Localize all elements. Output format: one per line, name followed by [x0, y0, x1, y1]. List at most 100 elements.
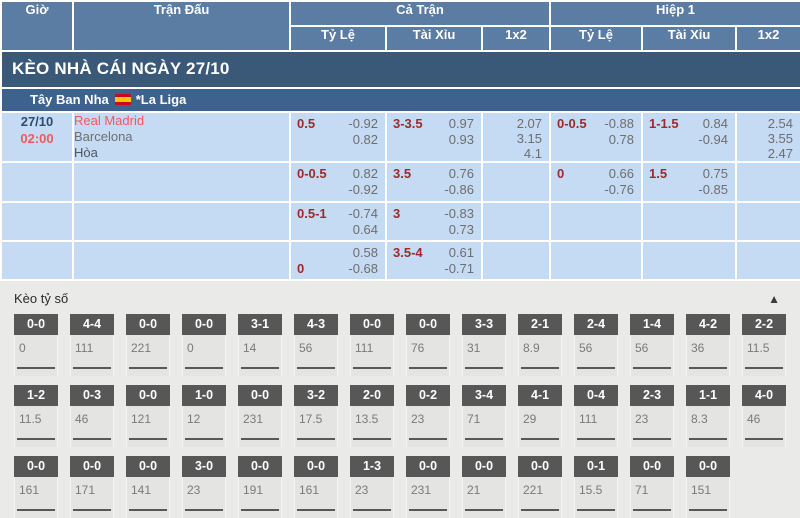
score-odds: 31 [462, 335, 506, 376]
score-label: 3-2 [294, 385, 338, 406]
ft-handicap-odds[interactable]: 0.5 -0.92 0.82 [289, 111, 387, 163]
score-label: 0-0 [518, 456, 562, 477]
score-box[interactable]: 0-0 141 [126, 456, 170, 518]
ft-overunder-odds[interactable]: 3-3.5 0.97 0.93 [385, 111, 483, 163]
ft-overunder-odds[interactable]: 3 -0.83 0.73 [385, 201, 483, 242]
ft-handicap-odds[interactable]: 0 0.58 -0.68 [289, 240, 387, 281]
overunder-line: 3-3.5 [393, 116, 423, 131]
score-grid-row: 0-0 161 0-0 171 0-0 141 3-0 23 0-0 191 0-0 161 1-3 23… [14, 456, 786, 518]
score-odds: 191 [238, 477, 282, 518]
score-odds: 46 [70, 406, 114, 447]
score-box[interactable]: 3-3 31 [462, 314, 506, 376]
score-box[interactable]: 1-3 23 [350, 456, 394, 518]
score-label: 0-0 [406, 314, 450, 335]
score-box[interactable]: 1-0 12 [182, 385, 226, 447]
score-label: 0-0 [70, 456, 114, 477]
score-odds: 23 [630, 406, 674, 447]
score-box[interactable]: 0-0 231 [406, 456, 450, 518]
score-odds: 0 [182, 335, 226, 376]
score-odds: 23 [350, 477, 394, 518]
score-box[interactable]: 0-0 231 [238, 385, 282, 447]
handicap-line: 0 [297, 261, 305, 276]
score-box[interactable]: 0-0 0 [182, 314, 226, 376]
score-label: 1-1 [686, 385, 730, 406]
score-box[interactable]: 3-1 14 [238, 314, 282, 376]
h1-handicap-odds[interactable]: 0-0.5 -0.88 0.78 [549, 111, 643, 163]
ft-overunder-odds[interactable]: 3.5-4 0.61 -0.71 [385, 240, 483, 281]
ft-handicap-odds[interactable]: 0.5-1 -0.74 0.64 [289, 201, 387, 242]
handicap-line: 0.5-1 [297, 206, 327, 221]
overunder-line: 3.5 [393, 166, 412, 181]
score-box[interactable]: 0-0 76 [406, 314, 450, 376]
ft-handicap-odds[interactable]: 0-0.5 0.82 -0.92 [289, 161, 387, 203]
odds-table: Giờ Trận Đấu Cả Trận Hiệp 1 Tỷ Lệ Tài Xỉ… [0, 0, 800, 281]
score-label: 0-0 [14, 456, 58, 477]
score-label: 0-0 [294, 456, 338, 477]
score-label: 3-1 [238, 314, 282, 335]
score-box[interactable]: 3-0 23 [182, 456, 226, 518]
match-date: 27/10 [20, 114, 54, 129]
league-name[interactable]: *La Liga [135, 92, 187, 107]
score-box[interactable]: 0-0 21 [462, 456, 506, 518]
score-box[interactable]: 0-0 221 [518, 456, 562, 518]
score-box[interactable]: 0-0 161 [294, 456, 338, 518]
score-box[interactable]: 2-0 13.5 [350, 385, 394, 447]
score-box[interactable]: 0-0 71 [630, 456, 674, 518]
score-box[interactable]: 4-2 36 [686, 314, 730, 376]
h1-handicap-odds[interactable]: 0 0.66 -0.76 [549, 161, 643, 203]
score-odds: 56 [294, 335, 338, 376]
score-odds: 36 [686, 335, 730, 376]
score-box[interactable]: 3-2 17.5 [294, 385, 338, 447]
score-label: 0-2 [406, 385, 450, 406]
score-box[interactable]: 2-2 11.5 [742, 314, 786, 376]
column-header-match: Trận Đấu [72, 0, 291, 52]
score-box[interactable]: 4-0 46 [742, 385, 786, 447]
score-box[interactable]: 0-0 161 [14, 456, 58, 518]
score-odds: 21 [462, 477, 506, 518]
score-box[interactable]: 2-4 56 [574, 314, 618, 376]
score-box[interactable]: 0-0 191 [238, 456, 282, 518]
score-box[interactable]: 1-1 8.3 [686, 385, 730, 447]
correct-score-section: Kèo tỷ số ▲ 0-0 0 4-4 111 0-0 221 0-0 0 3-1 14 4-3… [0, 281, 800, 518]
overunder-line: 3.5-4 [393, 245, 423, 260]
ft-overunder-odds[interactable]: 3.5 0.76 -0.86 [385, 161, 483, 203]
score-odds: 46 [742, 406, 786, 447]
score-box[interactable]: 0-4 111 [574, 385, 618, 447]
column-header-time: Giờ [0, 0, 74, 52]
overunder-line: 1-1.5 [649, 116, 679, 131]
score-box[interactable]: 1-4 56 [630, 314, 674, 376]
score-box[interactable]: 0-0 121 [126, 385, 170, 447]
h1-overunder-odds[interactable]: 1-1.5 0.84 -0.94 [641, 111, 737, 163]
score-box[interactable]: 0-0 0 [14, 314, 58, 376]
score-odds: 231 [238, 406, 282, 447]
score-box[interactable]: 0-0 221 [126, 314, 170, 376]
match-time: 02:00 [20, 131, 54, 146]
score-label: 4-1 [518, 385, 562, 406]
score-label: 4-3 [294, 314, 338, 335]
collapse-arrow-icon[interactable]: ▲ [768, 291, 780, 306]
score-box[interactable]: 0-0 171 [70, 456, 114, 518]
score-odds: 171 [70, 477, 114, 518]
score-box[interactable]: 0-0 151 [686, 456, 730, 518]
score-odds: 8.9 [518, 335, 562, 376]
score-odds: 161 [294, 477, 338, 518]
h1-overunder-odds[interactable]: 1.5 0.75 -0.85 [641, 161, 737, 203]
column-header-h1-1x2: 1x2 [735, 25, 800, 52]
h1-1x2-odds[interactable]: 2.54 3.55 2.47 [735, 111, 800, 163]
score-box[interactable]: 4-3 56 [294, 314, 338, 376]
score-box[interactable]: 0-1 15.5 [574, 456, 618, 518]
score-label: 0-0 [126, 456, 170, 477]
score-box[interactable]: 4-4 111 [70, 314, 114, 376]
score-box[interactable]: 0-0 111 [350, 314, 394, 376]
score-box[interactable]: 0-3 46 [70, 385, 114, 447]
score-box[interactable]: 3-4 71 [462, 385, 506, 447]
score-box[interactable]: 0-2 23 [406, 385, 450, 447]
spain-flag-icon [114, 94, 131, 105]
score-label: 0-3 [70, 385, 114, 406]
ft-1x2-odds[interactable]: 2.07 3.15 4.1 [481, 111, 551, 163]
score-box[interactable]: 2-1 8.9 [518, 314, 562, 376]
score-box[interactable]: 1-2 11.5 [14, 385, 58, 447]
score-box[interactable]: 2-3 23 [630, 385, 674, 447]
score-odds: 231 [406, 477, 450, 518]
score-box[interactable]: 4-1 29 [518, 385, 562, 447]
